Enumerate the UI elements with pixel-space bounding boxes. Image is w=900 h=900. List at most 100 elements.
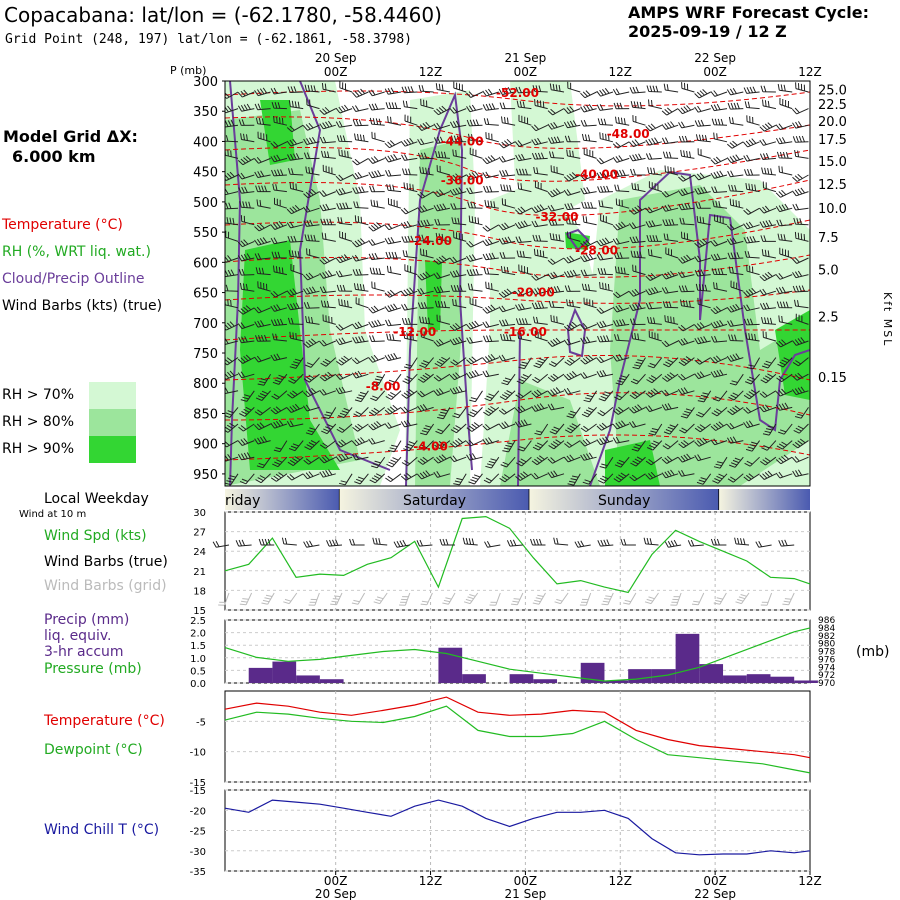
pressure-tick-label: 450 [193, 166, 218, 181]
wind-barb [547, 337, 565, 347]
wind-barb [745, 332, 760, 342]
wind-barb [759, 288, 777, 296]
wind-barb [531, 124, 548, 132]
wind-barb [632, 357, 646, 370]
wind-barb [597, 473, 614, 484]
wind-barb [629, 302, 646, 311]
wind-barb [225, 119, 239, 128]
wind-barb [336, 423, 353, 433]
wind-barb [237, 354, 255, 364]
wind-barb [664, 315, 679, 325]
wind-barb [515, 303, 532, 311]
wind-barb [549, 233, 565, 242]
wind-barb [401, 388, 418, 399]
wind-barb [533, 248, 548, 259]
weekday-segment [719, 489, 810, 510]
wind-barb [336, 202, 353, 210]
wind-barb [759, 302, 776, 310]
wind-barb [794, 150, 809, 159]
pressure-tick-label: 750 [193, 347, 218, 362]
wind-barb [743, 138, 760, 148]
wind-barb [548, 300, 565, 309]
wind-barb [645, 206, 662, 214]
wind-barb [629, 205, 646, 215]
precip-bar [794, 680, 818, 683]
wind-barb [597, 118, 613, 126]
kft-tick-label: 7.5 [818, 231, 839, 246]
wind-barb [743, 287, 760, 297]
isotherm-label: -44.00 [441, 134, 484, 148]
precip-bar [580, 662, 605, 683]
wind-barb [678, 285, 695, 293]
wind-barb [368, 103, 385, 111]
wind-barb [567, 231, 581, 242]
wind-barb [225, 321, 239, 331]
wind-barb [532, 373, 549, 384]
wind-barb [645, 405, 662, 413]
wind-barb [564, 285, 581, 292]
wind-barb [678, 323, 695, 332]
precip-ytick-label: 0.5 [190, 666, 206, 677]
wind-barb [710, 170, 728, 179]
wind-barb [449, 386, 467, 395]
wind-barb [286, 204, 304, 215]
wind-barb [335, 187, 353, 196]
wind-barb [419, 166, 434, 176]
wind-barb [778, 165, 793, 176]
wind-barb-grid [308, 592, 320, 606]
wind-barb-grid [532, 592, 546, 605]
cross-section-labels: 300 350 400 450 500 550 600 650 700 750 800 850 900 9… [170, 64, 894, 483]
wind-barb [254, 237, 271, 246]
wind-barb [368, 319, 385, 328]
wind-barb [337, 407, 353, 419]
wind-barb [711, 186, 728, 193]
wind-barb [694, 269, 711, 277]
wind-barb [791, 456, 809, 463]
cross-section-frame [224, 80, 811, 487]
pressure-ytick-label: 974 [818, 663, 835, 673]
wind-barb [728, 390, 744, 401]
wind-barb [287, 317, 304, 325]
wind-barb [629, 153, 646, 162]
wind-barb [225, 255, 239, 263]
wind-barb [713, 282, 728, 292]
wind-barb [549, 83, 565, 93]
wind-barb [547, 285, 565, 294]
wind-barb [335, 453, 353, 462]
wind-barb [303, 136, 320, 145]
wind-barb-true [710, 538, 727, 546]
wind-barb [677, 254, 695, 264]
wind-barb-true [506, 539, 523, 547]
wind-barb [449, 106, 467, 114]
wind-barb [254, 170, 271, 178]
wind-barb [450, 423, 467, 434]
wind-barb [322, 164, 336, 176]
wind-barb [661, 389, 679, 397]
wind-barb [304, 440, 320, 451]
wind-barb [694, 255, 711, 263]
precip-equiv-label: liq. equiv. [44, 628, 112, 644]
wind-barb [563, 387, 581, 395]
wind-ytick-label: 30 [193, 508, 206, 519]
wind-barb [548, 439, 565, 450]
wind-barb [482, 321, 499, 328]
wind-barb [369, 335, 385, 342]
pressure-tick-label: 700 [193, 317, 218, 332]
wind-barb [368, 252, 385, 261]
wind-barb [794, 299, 809, 309]
wind-barb [612, 420, 630, 430]
wind-barb [351, 357, 369, 365]
pressure-tick-label: 400 [193, 135, 218, 150]
wind-barb [613, 472, 630, 483]
wind-barb [743, 221, 760, 230]
temp-ytick-label: -10 [190, 748, 206, 759]
wind-barb [710, 103, 728, 112]
wind-barb [746, 264, 760, 276]
wind-barb [712, 200, 728, 209]
wind-barb [713, 132, 728, 143]
wind-barb [433, 286, 450, 294]
wind-barb [726, 87, 744, 96]
wind-barb [663, 233, 679, 242]
wind-barb [759, 122, 777, 132]
wind-barb [760, 85, 776, 93]
